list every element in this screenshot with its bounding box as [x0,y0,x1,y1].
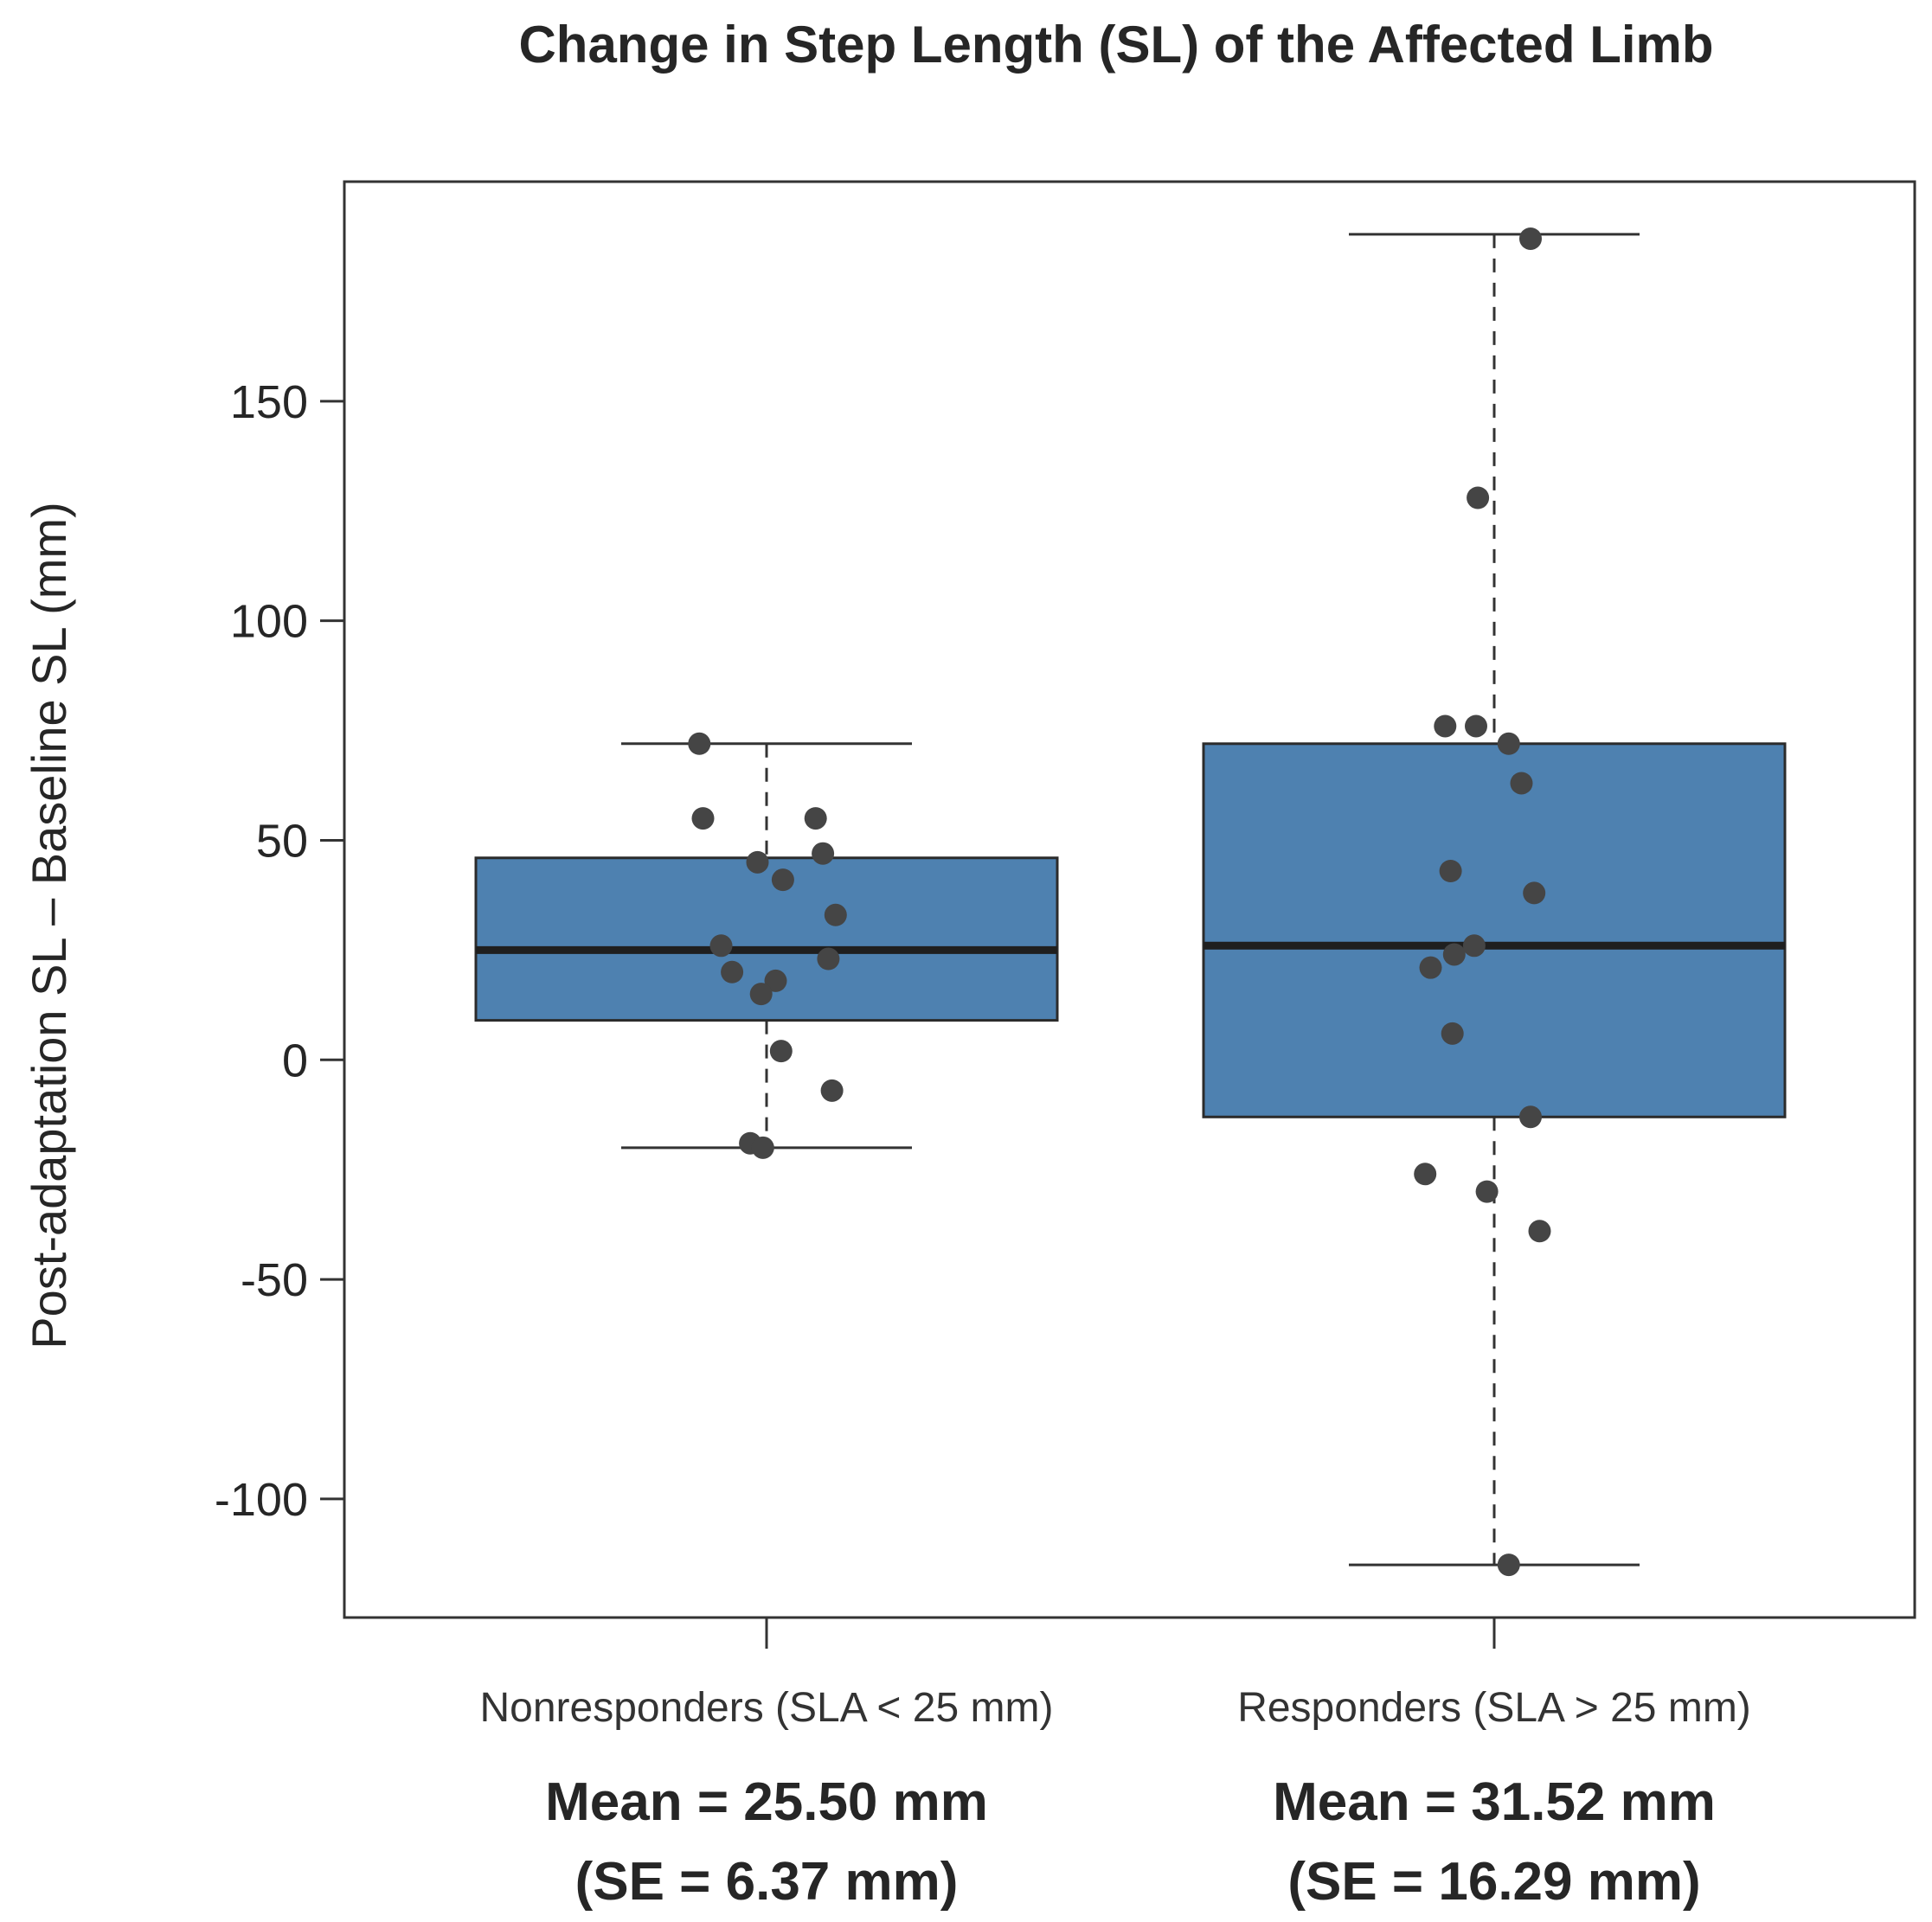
data-point-1-2 [1434,714,1457,738]
data-point-1-7 [1523,881,1546,905]
data-point-1-16 [1497,1554,1520,1577]
data-point-1-10 [1419,956,1442,979]
se-label-0: (SE = 6.37 mm) [575,1852,959,1912]
data-point-1-4 [1497,732,1520,755]
y-axis: -100 -50 0 50 100 150 [215,376,344,1526]
data-point-0-0 [688,732,711,755]
box-1 [1202,742,1787,1118]
data-point-0-11 [749,983,773,1006]
plot-frame [343,180,1916,1619]
data-point-0-3 [812,842,835,865]
chart-title: Change in Step Length (SL) of the Affect… [518,16,1713,74]
y-tick-label-5: 150 [230,376,308,428]
data-point-0-10 [764,969,787,992]
x-category-label-1: Responders (SLA > 25 mm) [1237,1685,1751,1731]
data-point-0-9 [721,960,744,983]
data-point-1-3 [1465,714,1487,738]
data-point-1-1 [1467,486,1490,509]
data-point-1-14 [1475,1180,1499,1203]
data-point-0-7 [709,934,733,958]
y-axis-label: Post-adaptation SL – Baseline SL (mm) [22,502,76,1349]
box-group-1 [1202,227,1787,1577]
group-statistics: Mean = 25.50 mm (SE = 6.37 mm) Mean = 31.5… [545,1772,1716,1912]
x-axis: Nonresponders (SLA < 25 mm) Responders (S… [480,1618,1751,1731]
mean-label-0: Mean = 25.50 mm [545,1772,988,1832]
data-point-1-15 [1528,1220,1551,1243]
data-point-0-6 [824,903,847,926]
x-category-label-0: Nonresponders (SLA < 25 mm) [480,1685,1054,1731]
data-point-0-4 [746,850,769,874]
data-point-1-11 [1441,1022,1464,1045]
y-tick-label-1: -50 [241,1254,308,1306]
data-point-0-5 [771,868,794,892]
data-point-0-1 [691,807,715,830]
data-point-1-8 [1462,934,1486,958]
data-point-0-13 [820,1079,844,1102]
data-point-0-8 [817,947,840,971]
y-tick-label-0: -100 [215,1474,308,1526]
data-point-1-13 [1414,1163,1437,1186]
y-tick-label-3: 50 [256,815,308,867]
y-tick-label-4: 100 [230,596,308,648]
data-point-1-5 [1510,772,1533,795]
data-point-0-2 [804,807,827,830]
se-label-1: (SE = 16.29 mm) [1287,1852,1700,1912]
box-group-0 [474,732,1059,1159]
mean-label-1: Mean = 31.52 mm [1273,1772,1716,1832]
data-point-1-0 [1519,227,1542,250]
data-point-0-15 [751,1136,774,1159]
data-point-1-12 [1519,1105,1542,1129]
box-groups [474,227,1787,1577]
data-point-1-9 [1442,943,1466,966]
data-point-1-6 [1439,860,1462,883]
y-tick-label-2: 0 [282,1035,308,1086]
data-point-0-12 [769,1040,793,1063]
